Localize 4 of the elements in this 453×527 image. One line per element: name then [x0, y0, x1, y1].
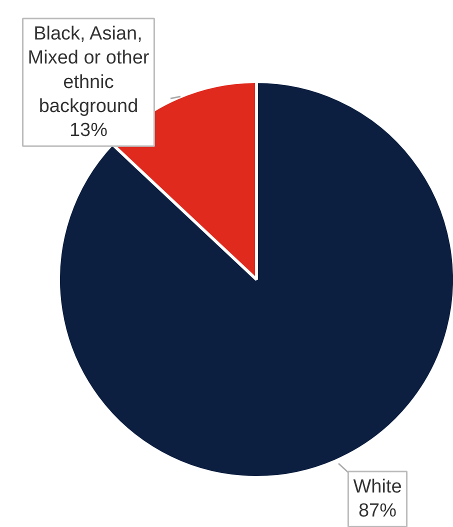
- slice-label: White: [353, 476, 402, 498]
- slice-label: Black, Asian, Mixed or other ethnic background: [28, 24, 150, 117]
- data-label: 13%: [69, 120, 108, 142]
- data-label: 87%: [358, 500, 397, 522]
